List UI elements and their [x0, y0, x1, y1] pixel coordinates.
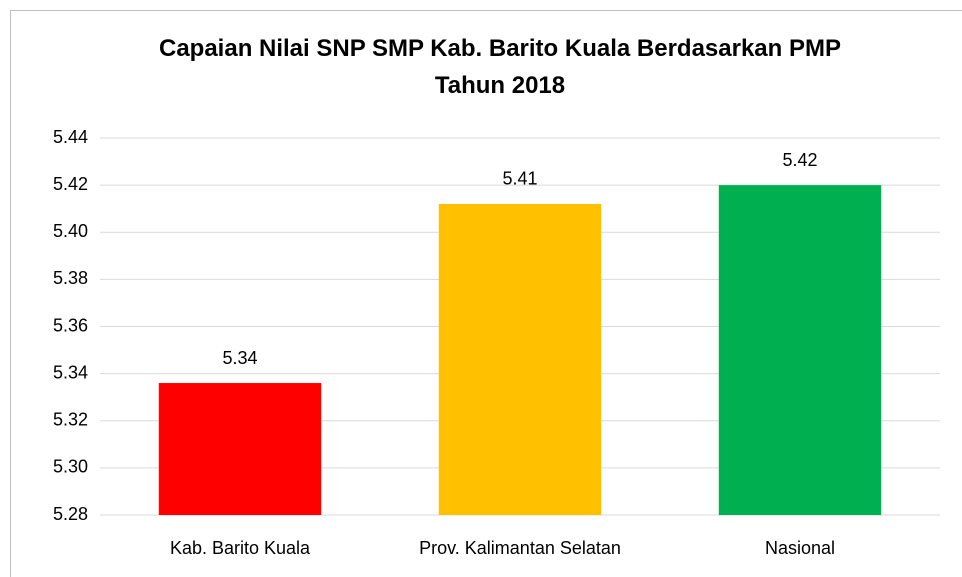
value-label: 5.34: [222, 348, 257, 368]
y-tick-label: 5.30: [53, 457, 88, 477]
y-tick-label: 5.34: [53, 362, 88, 382]
y-tick-label: 5.28: [53, 504, 88, 524]
bar: [438, 203, 602, 515]
value-label: 5.41: [502, 169, 537, 189]
bar: [718, 185, 882, 515]
y-tick-label: 5.36: [53, 315, 88, 335]
y-tick-label: 5.32: [53, 410, 88, 430]
x-tick-label: Prov. Kalimantan Selatan: [419, 538, 621, 558]
y-tick-label: 5.42: [53, 174, 88, 194]
bar: [158, 383, 322, 515]
y-tick-label: 5.38: [53, 268, 88, 288]
x-tick-label: Kab. Barito Kuala: [170, 538, 311, 558]
y-tick-label: 5.44: [53, 127, 88, 147]
chart-title: Capaian Nilai SNP SMP Kab. Barito Kuala …: [158, 35, 841, 99]
y-tick-label: 5.40: [53, 221, 88, 241]
value-label: 5.42: [782, 150, 817, 170]
chart-border: [10, 10, 962, 577]
x-tick-label: Nasional: [765, 538, 835, 558]
